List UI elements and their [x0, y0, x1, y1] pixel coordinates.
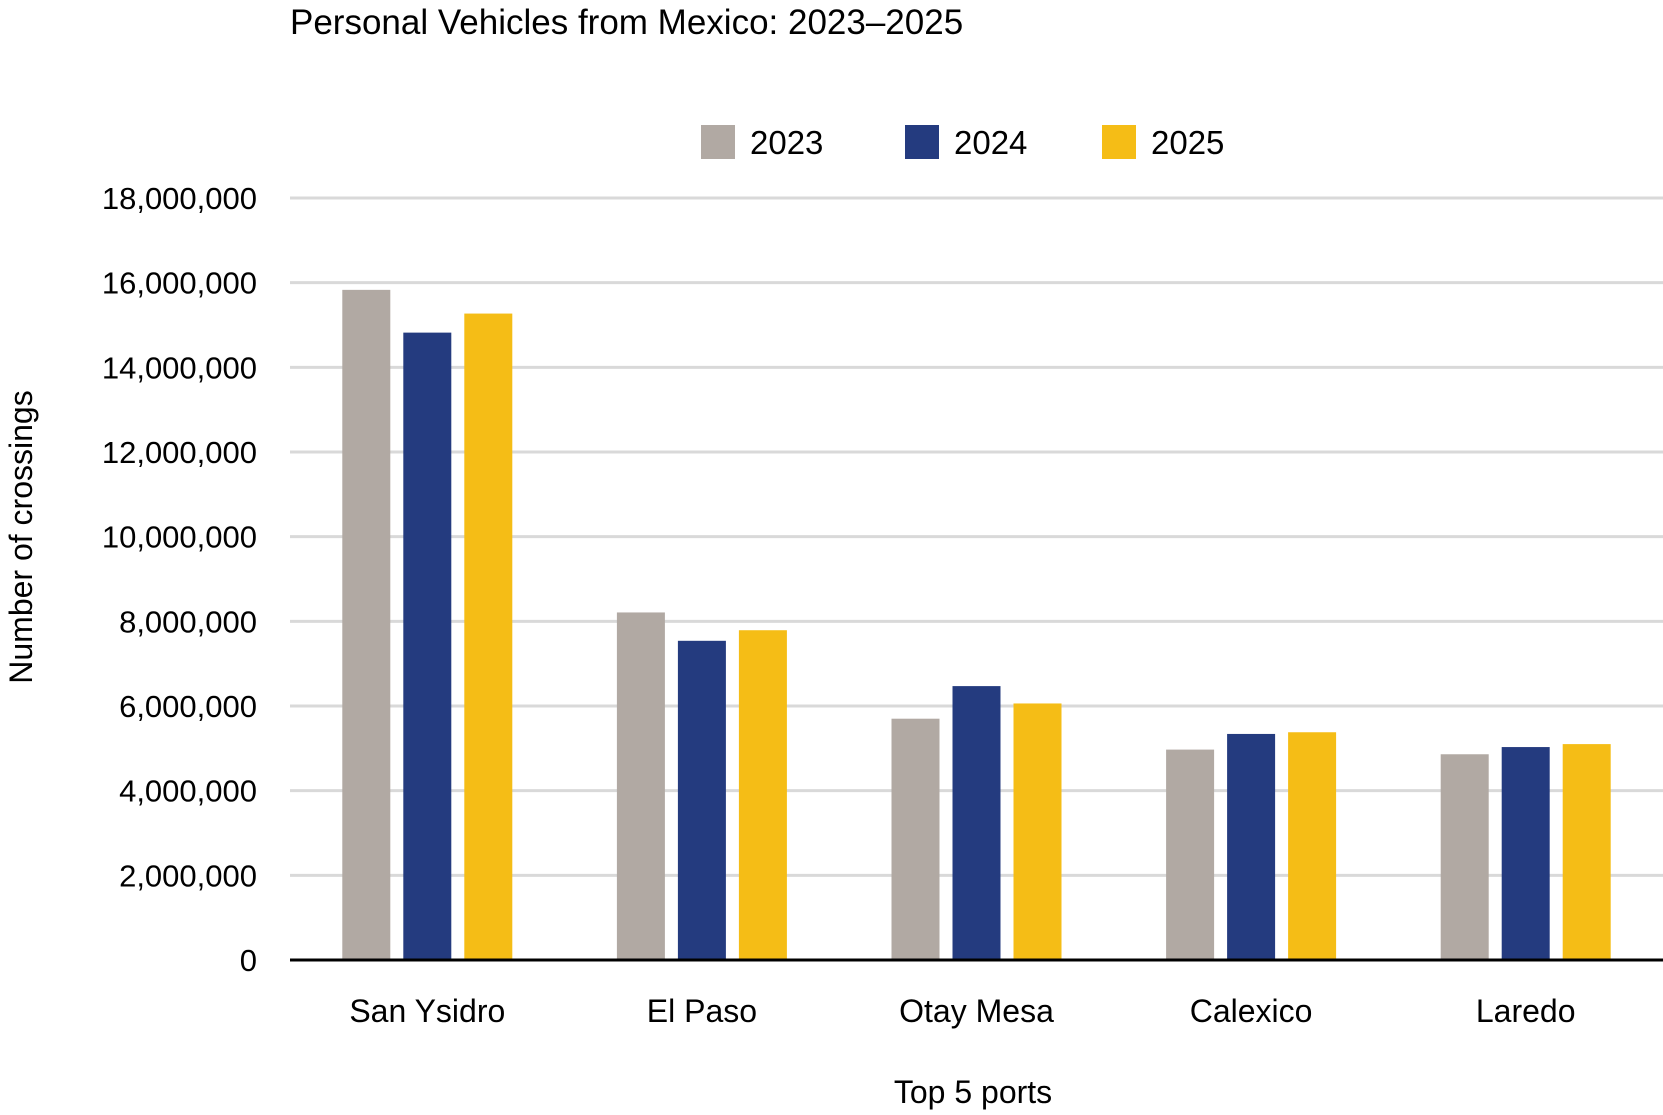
legend: 2023 2024 2025 — [701, 124, 1224, 161]
x-tick-label: Calexico — [1190, 993, 1313, 1029]
x-tick-label: Laredo — [1476, 993, 1576, 1029]
bar-2025-el-paso — [738, 630, 787, 960]
y-tick-label: 10,000,000 — [102, 520, 257, 555]
bar-2025-san-ysidro — [464, 313, 513, 960]
bar-2023-otay-mesa — [891, 718, 940, 960]
y-tick-label: 0 — [240, 943, 257, 978]
chart-title: Personal Vehicles from Mexico: 2023–2025 — [290, 3, 963, 42]
y-tick-label: 8,000,000 — [119, 604, 257, 639]
y-tick-labels: 0 2,000,000 4,000,000 6,000,000 8,000,000 10,… — [102, 181, 257, 978]
bar-2025-laredo — [1562, 744, 1611, 960]
bars — [342, 289, 1611, 960]
bar-2024-san-ysidro — [403, 332, 452, 960]
y-tick-label: 18,000,000 — [102, 181, 257, 216]
x-axis-title: Top 5 ports — [894, 1074, 1052, 1110]
legend-swatch-2024 — [905, 125, 939, 159]
bar-2024-otay-mesa — [952, 686, 1001, 960]
x-tick-label: San Ysidro — [349, 993, 505, 1029]
x-tick-labels: San Ysidro El Paso Otay Mesa Calexico Laredo — [349, 993, 1575, 1029]
bar-2023-san-ysidro — [342, 289, 391, 960]
legend-swatch-2025 — [1102, 125, 1136, 159]
legend-label: 2023 — [750, 124, 823, 161]
bar-2023-laredo — [1440, 754, 1489, 960]
x-tick-label: El Paso — [647, 993, 757, 1029]
bar-2023-calexico — [1166, 749, 1215, 960]
bar-2025-otay-mesa — [1013, 703, 1062, 960]
y-tick-label: 16,000,000 — [102, 266, 257, 301]
bar-2023-el-paso — [616, 612, 665, 960]
y-tick-label: 14,000,000 — [102, 350, 257, 385]
bar-2025-calexico — [1288, 732, 1337, 960]
bar-2024-el-paso — [677, 640, 726, 960]
y-tick-label: 6,000,000 — [119, 689, 257, 724]
legend-swatch-2023 — [701, 125, 735, 159]
y-axis-title: Number of crossings — [3, 390, 39, 683]
legend-label: 2024 — [954, 124, 1027, 161]
y-tick-label: 4,000,000 — [119, 774, 257, 809]
bar-2024-laredo — [1501, 747, 1550, 960]
gridlines — [290, 196, 1663, 877]
y-tick-label: 12,000,000 — [102, 435, 257, 470]
y-tick-label: 2,000,000 — [119, 858, 257, 893]
x-tick-label: Otay Mesa — [899, 993, 1054, 1029]
bar-2024-calexico — [1227, 733, 1276, 960]
legend-label: 2025 — [1151, 124, 1224, 161]
